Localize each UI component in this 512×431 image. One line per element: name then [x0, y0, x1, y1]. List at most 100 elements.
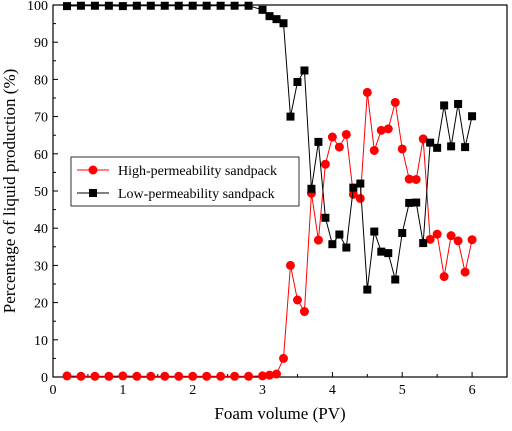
point-high	[258, 371, 268, 381]
y-tick-label: 40	[34, 222, 48, 237]
point-low	[328, 240, 337, 249]
point-high	[411, 174, 421, 184]
y-tick-label: 50	[34, 185, 48, 200]
point-low	[342, 243, 351, 252]
x-tick-label: 2	[189, 383, 196, 398]
point-low	[160, 1, 169, 10]
point-low	[391, 275, 400, 284]
x-tick-label: 5	[399, 383, 406, 398]
y-tick-label: 20	[34, 297, 48, 312]
point-high	[467, 235, 477, 245]
series-layer	[62, 1, 477, 381]
series-line-high	[66, 92, 473, 377]
point-low	[398, 229, 407, 238]
y-tick-label: 70	[34, 111, 48, 126]
point-low	[132, 1, 141, 10]
point-low	[412, 198, 421, 207]
point-high	[348, 189, 358, 199]
x-tick-label: 1	[119, 383, 126, 398]
point-low	[349, 183, 358, 192]
point-high	[355, 193, 365, 203]
y-tick-label: 60	[34, 148, 48, 163]
point-high	[118, 371, 128, 381]
x-tick-label: 3	[259, 383, 266, 398]
point-low	[62, 2, 71, 11]
point-low	[272, 15, 281, 24]
point-high	[369, 145, 379, 155]
point-low	[384, 249, 393, 258]
point-high	[132, 371, 142, 381]
y-tick-label: 90	[34, 36, 48, 51]
point-low	[300, 66, 309, 75]
point-high	[320, 159, 330, 169]
point-high	[292, 295, 302, 305]
y-tick-label: 100	[27, 0, 48, 14]
point-low	[244, 1, 253, 10]
point-low	[76, 1, 85, 10]
point-high	[160, 371, 170, 381]
legend-label-high: High-permeability sandpack	[118, 164, 277, 179]
point-low	[104, 1, 113, 10]
point-low	[202, 1, 211, 10]
point-high	[313, 235, 323, 245]
point-high	[174, 371, 184, 381]
point-high	[90, 371, 100, 381]
legend-marker-low	[89, 189, 97, 197]
point-low	[146, 1, 155, 10]
point-low	[286, 112, 295, 121]
point-low	[377, 247, 386, 256]
point-high	[216, 371, 226, 381]
point-low	[314, 137, 323, 146]
point-low	[293, 78, 302, 87]
point-high	[278, 353, 288, 363]
point-high	[362, 87, 372, 97]
point-low	[419, 239, 428, 248]
point-low	[188, 1, 197, 10]
y-tick-label: 0	[41, 371, 48, 386]
point-low	[258, 5, 267, 14]
point-low	[440, 101, 449, 110]
y-tick-label: 80	[34, 73, 48, 88]
point-low	[370, 227, 379, 236]
point-low	[335, 230, 344, 239]
point-low	[174, 1, 183, 10]
series-line-low	[66, 5, 473, 290]
point-high	[397, 144, 407, 154]
point-low	[279, 19, 288, 28]
point-low	[461, 143, 470, 152]
point-high	[404, 174, 414, 184]
point-high	[439, 272, 449, 282]
point-high	[334, 142, 344, 152]
point-high	[453, 236, 463, 246]
legend: High-permeability sandpack Low-permeabil…	[70, 156, 300, 207]
point-high	[202, 371, 212, 381]
point-low	[454, 99, 463, 108]
point-high	[390, 97, 400, 107]
y-tick-label: 30	[34, 259, 48, 274]
point-low	[230, 1, 239, 10]
point-high	[446, 231, 456, 241]
point-low	[216, 1, 225, 10]
point-low	[433, 143, 442, 152]
point-low	[118, 2, 127, 11]
x-tick-label: 6	[469, 383, 476, 398]
y-axis-label: Percentage of liquid production (%)	[0, 69, 19, 314]
legend-box	[70, 156, 300, 207]
point-high	[104, 371, 114, 381]
point-high	[244, 371, 254, 381]
point-high	[265, 370, 275, 380]
point-high	[76, 371, 86, 381]
point-low	[405, 198, 414, 207]
point-low	[363, 285, 372, 294]
point-high	[272, 369, 282, 379]
point-high	[425, 234, 435, 244]
x-axis-label: Foam volume (PV)	[214, 404, 345, 423]
point-low	[447, 142, 456, 151]
x-tick-label: 0	[50, 383, 57, 398]
point-high	[432, 229, 442, 239]
point-high	[383, 124, 393, 134]
y-tick-label: 10	[34, 334, 48, 349]
